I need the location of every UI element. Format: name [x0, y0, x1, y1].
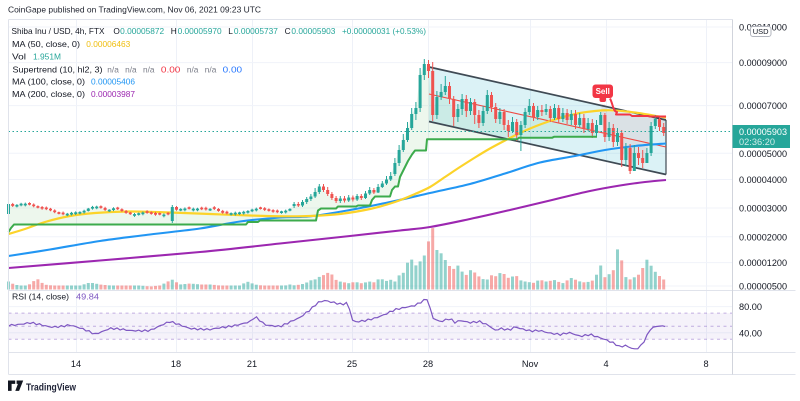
svg-text:18: 18	[171, 359, 181, 369]
svg-text:02:36:20: 02:36:20	[739, 137, 775, 147]
svg-text:0.00004000: 0.00004000	[739, 175, 787, 185]
svg-text:Shiba Inu / USD, 4h, FTX: Shiba Inu / USD, 4h, FTX	[12, 26, 105, 36]
svg-text:C: C	[285, 26, 291, 36]
svg-text:25: 25	[347, 359, 357, 369]
svg-text:0.00003987: 0.00003987	[91, 89, 135, 99]
svg-text:Vol: Vol	[12, 52, 26, 62]
svg-text:Sell: Sell	[596, 87, 610, 96]
svg-text:n/a: n/a	[107, 64, 119, 74]
svg-text:TradingView: TradingView	[26, 383, 76, 394]
svg-text:14: 14	[71, 359, 81, 369]
svg-text:n/a: n/a	[205, 64, 217, 74]
svg-text:n/a: n/a	[125, 64, 137, 74]
svg-text:MA (50, close, 0): MA (50, close, 0)	[12, 39, 80, 49]
svg-text:0.00005970: 0.00005970	[178, 26, 222, 36]
svg-text:CoinGape published on TradingV: CoinGape published on TradingView.com, N…	[8, 5, 261, 15]
svg-text:n/a: n/a	[143, 64, 155, 74]
svg-text:MA (200, close, 0): MA (200, close, 0)	[12, 89, 85, 99]
svg-text:0.00002000: 0.00002000	[739, 232, 787, 242]
svg-text:MA (100, close, 0): MA (100, close, 0)	[12, 77, 85, 87]
svg-text:O: O	[113, 26, 120, 36]
svg-text:0.00005903: 0.00005903	[291, 26, 335, 36]
svg-text:L: L	[228, 26, 233, 36]
svg-text:0.00000500: 0.00000500	[739, 282, 787, 292]
svg-text:Nov: Nov	[522, 359, 539, 369]
svg-text:4: 4	[603, 359, 608, 369]
svg-text:21: 21	[247, 359, 257, 369]
svg-text:0.00: 0.00	[161, 64, 181, 74]
svg-text:0.00009000: 0.00009000	[739, 58, 787, 68]
svg-text:0.00: 0.00	[223, 64, 243, 74]
svg-text:Supertrend (10, hl2, 3): Supertrend (10, hl2, 3)	[13, 64, 103, 74]
svg-text:H: H	[171, 26, 177, 36]
svg-text:0.00005406: 0.00005406	[91, 77, 135, 87]
svg-text:8: 8	[703, 359, 708, 369]
svg-text:+0.00000031 (+0.53%): +0.00000031 (+0.53%)	[342, 26, 426, 36]
svg-text:1.951M: 1.951M	[33, 52, 61, 62]
svg-text:0.00003000: 0.00003000	[739, 204, 787, 214]
svg-text:n/a: n/a	[187, 64, 199, 74]
svg-text:28: 28	[423, 359, 433, 369]
svg-text:40.00: 40.00	[739, 328, 762, 338]
svg-text:0.00005872: 0.00005872	[120, 26, 164, 36]
svg-text:RSI (14, close): RSI (14, close)	[12, 292, 69, 302]
svg-text:49.84: 49.84	[76, 292, 99, 302]
svg-text:0.00001200: 0.00001200	[739, 258, 787, 268]
svg-text:0.00005000: 0.00005000	[739, 149, 787, 159]
svg-text:0.00006463: 0.00006463	[86, 39, 130, 49]
svg-text:80.00: 80.00	[739, 302, 762, 312]
svg-text:0.00005737: 0.00005737	[234, 26, 278, 36]
svg-text:0.00005903: 0.00005903	[739, 127, 787, 137]
svg-text:USD: USD	[753, 27, 769, 36]
svg-text:0.00007000: 0.00007000	[739, 101, 787, 111]
